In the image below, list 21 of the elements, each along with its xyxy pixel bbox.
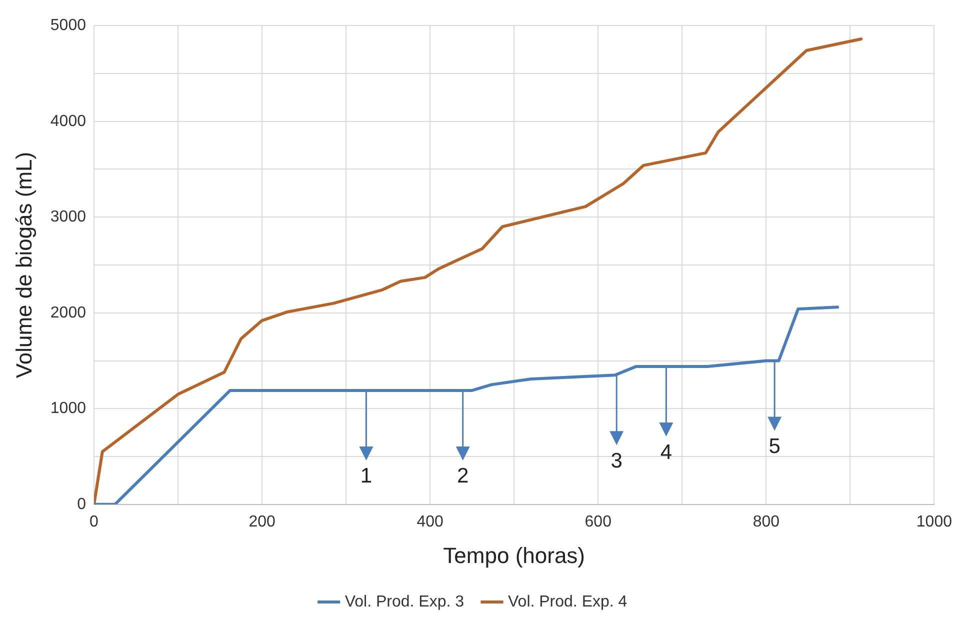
x-tick-label: 0	[90, 513, 99, 530]
y-tick-label: 4000	[50, 112, 86, 130]
y-tick-label: 5000	[50, 17, 86, 34]
annotation: 1	[360, 464, 372, 488]
y-tick-label: 3000	[50, 208, 86, 226]
y-tick-label: 2000	[50, 304, 86, 322]
x-tick-label: 400	[416, 513, 444, 530]
x-tick-label: 800	[752, 513, 780, 530]
annotation: 3	[610, 449, 622, 472]
x-tick-label: 200	[248, 513, 276, 530]
annotation: 5	[768, 435, 780, 458]
y-axis-title: Volume de biogás (mL)	[11, 152, 36, 378]
y-tick-label: 1000	[50, 400, 86, 418]
x-axis-title: Tempo (horas)	[443, 542, 586, 568]
legend-label: Vol. Prod. Exp. 3	[344, 593, 464, 610]
x-tick-label: 1000	[916, 513, 952, 530]
legend-label: Vol. Prod. Exp. 4	[508, 593, 628, 610]
annotation: 4	[660, 440, 672, 464]
y-tick-label: 0	[77, 496, 86, 513]
x-tick-label: 600	[584, 513, 612, 530]
annotation: 2	[457, 464, 469, 488]
